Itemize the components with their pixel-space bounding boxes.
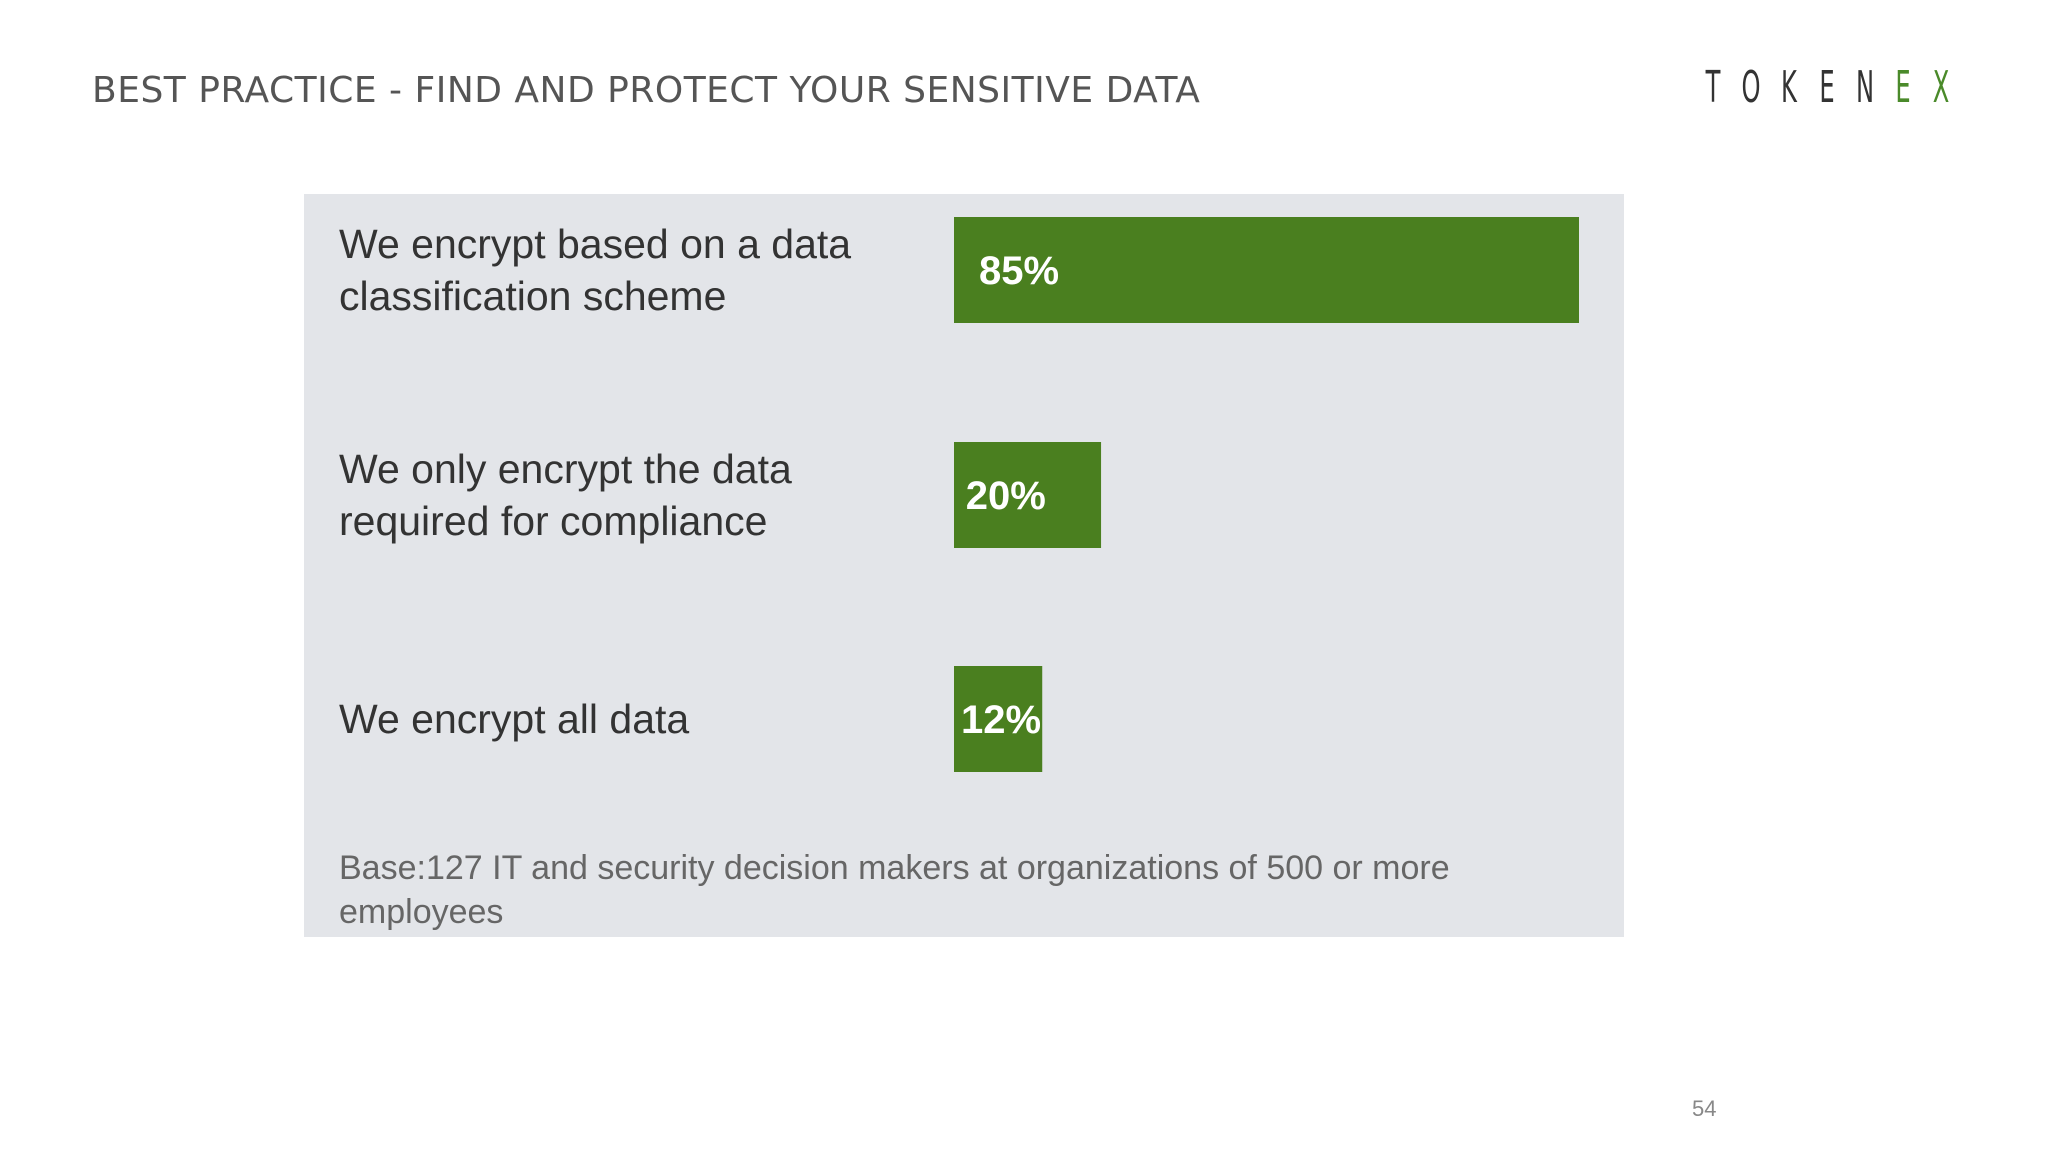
- slide-title: BEST PRACTICE - FIND AND PROTECT YOUR SE…: [92, 70, 1201, 111]
- category-label: classification scheme: [339, 273, 726, 319]
- logo-letter: E: [1895, 62, 1911, 113]
- chart-panel: 85% We encrypt based on a data classificat…: [304, 194, 1624, 937]
- bar-value-label: 20%: [966, 474, 1046, 518]
- bar-chart: 85% We encrypt based on a data classificat…: [339, 217, 1579, 772]
- bar-value-label: 85%: [979, 249, 1059, 293]
- category-label: required for compliance: [339, 498, 767, 544]
- logo-letter: K: [1781, 62, 1797, 113]
- logo-letter: T: [1705, 62, 1721, 113]
- bar: [954, 217, 1579, 323]
- logo-letter: E: [1819, 62, 1835, 113]
- logo-letter: N: [1855, 62, 1875, 113]
- logo-letter: O: [1741, 62, 1761, 113]
- category-label: We encrypt all data: [339, 696, 689, 742]
- bar: [954, 442, 1102, 548]
- bar-value-label: 12%: [961, 698, 1041, 742]
- page-number: 54: [1692, 1096, 1717, 1121]
- logo-letter: X: [1932, 62, 1950, 113]
- bar: [954, 666, 1043, 772]
- category-label: We only encrypt the data: [339, 446, 792, 492]
- chart-footnote: Base:127 IT and security decision makers…: [339, 849, 1450, 931]
- category-label: We encrypt based on a data: [339, 221, 851, 267]
